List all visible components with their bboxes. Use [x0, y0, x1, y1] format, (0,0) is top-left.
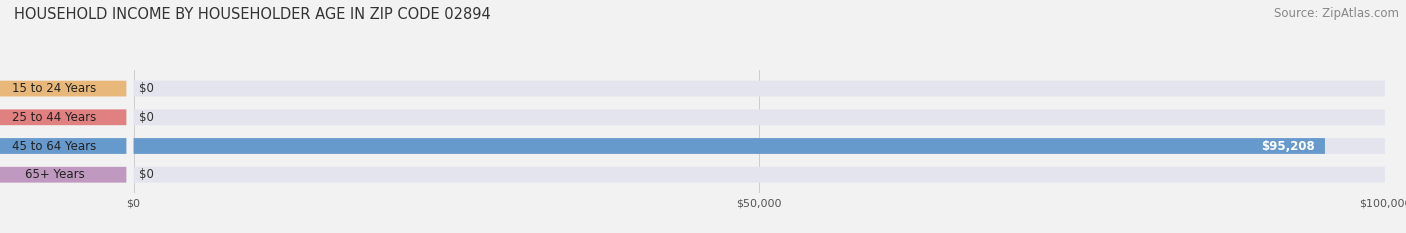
- FancyBboxPatch shape: [0, 138, 127, 154]
- FancyBboxPatch shape: [134, 138, 1385, 154]
- Text: $95,208: $95,208: [1261, 140, 1315, 153]
- FancyBboxPatch shape: [0, 81, 127, 96]
- Text: 25 to 44 Years: 25 to 44 Years: [13, 111, 97, 124]
- FancyBboxPatch shape: [134, 167, 1385, 183]
- Text: $0: $0: [139, 82, 153, 95]
- Text: Source: ZipAtlas.com: Source: ZipAtlas.com: [1274, 7, 1399, 20]
- Text: 65+ Years: 65+ Years: [24, 168, 84, 181]
- Text: HOUSEHOLD INCOME BY HOUSEHOLDER AGE IN ZIP CODE 02894: HOUSEHOLD INCOME BY HOUSEHOLDER AGE IN Z…: [14, 7, 491, 22]
- FancyBboxPatch shape: [0, 167, 127, 183]
- FancyBboxPatch shape: [134, 109, 1385, 125]
- Text: $0: $0: [139, 168, 153, 181]
- FancyBboxPatch shape: [0, 109, 127, 125]
- FancyBboxPatch shape: [134, 138, 1324, 154]
- Text: 15 to 24 Years: 15 to 24 Years: [13, 82, 97, 95]
- Text: 45 to 64 Years: 45 to 64 Years: [13, 140, 97, 153]
- Text: $0: $0: [139, 111, 153, 124]
- FancyBboxPatch shape: [134, 81, 1385, 96]
